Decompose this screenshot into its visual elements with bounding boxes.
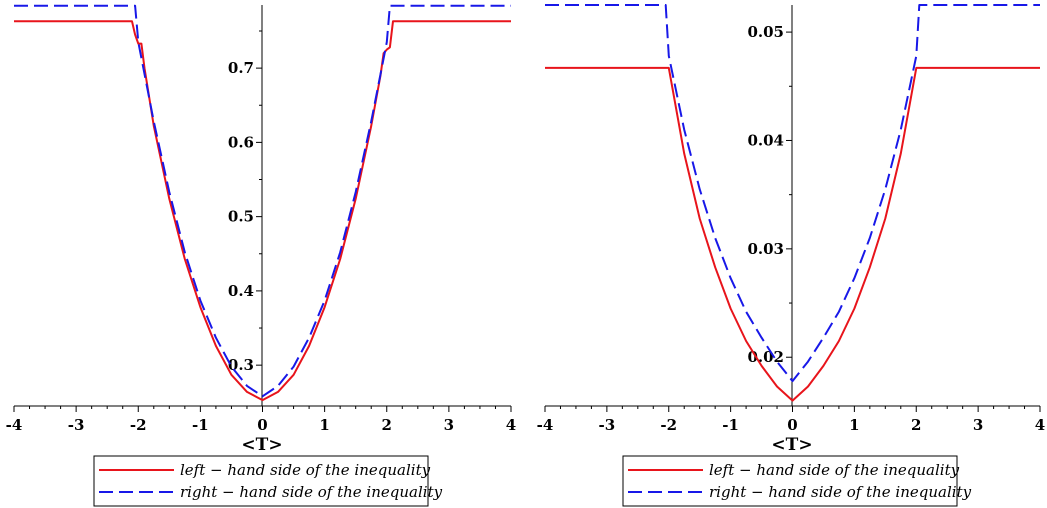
y-tick-label: 0.3 [228,356,254,374]
x-tick-label: 1 [319,416,329,434]
y-tick-label: 0.4 [228,282,254,300]
x-tick-label: 0 [257,416,267,434]
x-axis-title: <T> [241,435,282,455]
legend-entry-left-label: left − hand side of the inequality [709,461,960,479]
series-right-hand-side-line [545,4,1040,383]
y-tick-label: 0.05 [747,23,784,41]
legend-entry-right-label: right − hand side of the inequality [180,483,443,501]
x-tick-label: -1 [192,416,209,434]
y-tick-label: 0.7 [228,59,254,77]
x-tick-label: -2 [130,416,147,434]
series-left-hand-side-line [545,66,1040,402]
x-axis-title: <T> [771,435,812,455]
legend-box [622,455,958,507]
y-tick-label: 0.03 [747,240,784,258]
x-tick-label: 3 [973,416,983,434]
legend-box [93,455,429,507]
left-chart-panel: -4 -3 -2 -1 0 1 2 3 40.30.40.50.60.7<T>left − ha… [6,4,516,507]
x-tick-label: 1 [849,416,859,434]
x-tick-label: 2 [382,416,392,434]
x-tick-label: -4 [6,416,23,434]
x-tick-label: -3 [68,416,85,434]
x-tick-label: 0 [787,416,797,434]
x-tick-label: 3 [444,416,454,434]
y-tick-label: 0.6 [228,133,254,151]
y-tick-label: 0.04 [747,131,784,149]
y-tick-label: 0.5 [228,208,254,226]
right-chart-panel: -4 -3 -2 -1 0 1 2 3 40.020.030.040.05<T>left − h… [537,4,1045,507]
x-tick-label: 2 [911,416,921,434]
x-tick-label: -3 [599,416,616,434]
legend-entry-left-label: left − hand side of the inequality [180,461,431,479]
x-tick-label: -4 [537,416,554,434]
legend: left − hand side of the inequality right … [93,455,443,507]
x-tick-label: -2 [660,416,677,434]
x-tick-label: 4 [506,416,516,434]
y-tick-label: 0.02 [747,348,784,366]
x-tick-label: 4 [1035,416,1045,434]
series-right-hand-side-line [14,4,511,398]
legend: left − hand side of the inequality right … [622,455,972,507]
x-tick-label: -1 [722,416,739,434]
legend-entry-right-label: right − hand side of the inequality [709,483,972,501]
